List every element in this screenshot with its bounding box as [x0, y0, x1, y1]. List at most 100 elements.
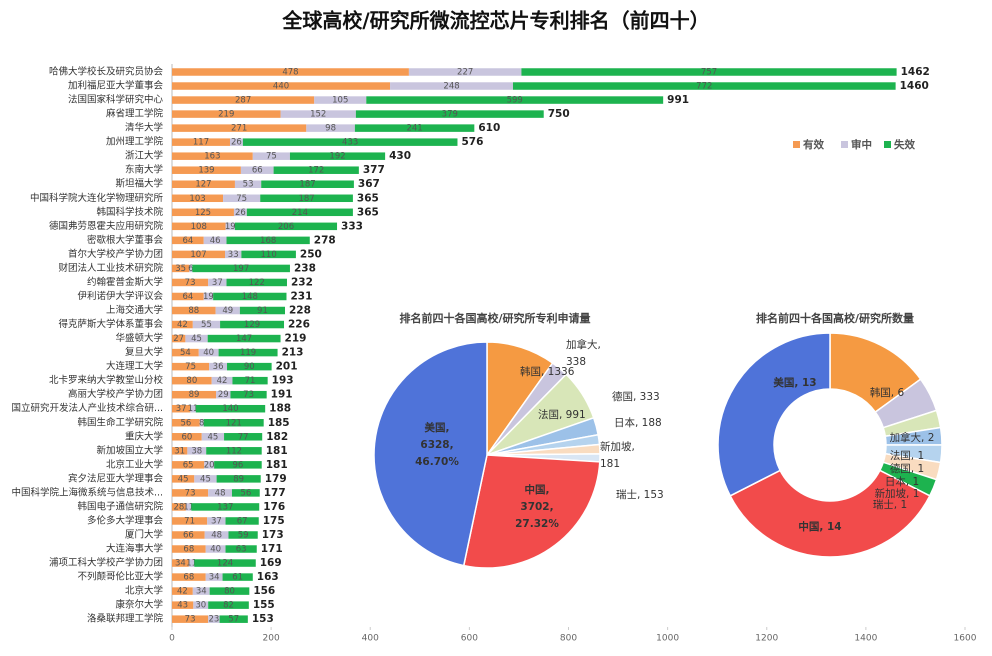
total-label: 171 — [261, 543, 283, 555]
bar-segment — [172, 404, 191, 413]
bar-segment — [190, 404, 196, 413]
segment-label: 42 — [217, 376, 228, 386]
bar-segment — [208, 278, 227, 287]
segment-label: 49 — [222, 306, 233, 316]
slice-label: 瑞士, 153 — [616, 488, 664, 501]
category-label: 复旦大学 — [125, 346, 163, 358]
slice-label: 法国, 991 — [538, 408, 586, 421]
segment-label: 137 — [217, 502, 233, 512]
slice-label: 新加坡, — [600, 440, 635, 453]
category-label: 韩国生命工学研究院 — [77, 416, 163, 428]
bar-segment — [241, 250, 296, 259]
x-tick-label: 0 — [169, 634, 175, 644]
category-label: 加利福尼亚大学董事会 — [68, 80, 164, 92]
segment-label: 139 — [198, 166, 214, 176]
legend-swatch — [841, 141, 848, 148]
bar-segment — [172, 573, 206, 581]
segment-label: 105 — [332, 96, 348, 106]
segment-label: 91 — [257, 306, 268, 316]
x-tick-label: 1400 — [854, 634, 877, 644]
slice-label: 日本, 1 — [885, 475, 919, 488]
bar-segment — [172, 376, 212, 385]
segment-label: 11 — [183, 502, 194, 512]
bar-segment — [192, 587, 210, 595]
segment-label: 45 — [178, 474, 189, 484]
category-label: 大连海事大学 — [106, 543, 163, 555]
total-label: 228 — [289, 305, 311, 317]
total-label: 182 — [266, 431, 288, 443]
segment-label: 75 — [185, 362, 196, 372]
slice-label: 46.70% — [415, 456, 459, 468]
segment-label: 197 — [233, 264, 249, 274]
slice-label: 日本, 188 — [614, 416, 662, 429]
segment-label: 34 — [175, 559, 186, 569]
category-label: 韩国电子通信研究院 — [77, 500, 163, 512]
legend-swatch — [884, 141, 891, 148]
bar-segment — [172, 82, 391, 90]
slice-label: 中国, 14 — [798, 520, 841, 533]
total-label: 226 — [288, 319, 310, 331]
bar-segment — [172, 362, 210, 371]
slice-label: 德国, 1 — [890, 462, 924, 475]
slice-label: 181 — [600, 458, 620, 470]
total-label: 176 — [263, 501, 285, 513]
category-label: 德国弗劳恩霍夫应用研究院 — [49, 220, 164, 232]
total-label: 365 — [357, 192, 379, 204]
total-label: 1462 — [901, 66, 930, 78]
segment-label: 35 — [175, 264, 186, 274]
bar-segment — [408, 68, 522, 76]
total-label: 365 — [357, 206, 379, 218]
segment-label: 73 — [185, 278, 196, 288]
segment-label: 124 — [217, 559, 233, 569]
total-label: 377 — [363, 164, 385, 176]
bar-segment — [216, 390, 231, 399]
segment-label: 433 — [342, 138, 358, 148]
bar-segment — [214, 461, 262, 469]
total-label: 185 — [268, 417, 290, 429]
bar-segment — [209, 587, 250, 595]
slice-label: 法国, 1 — [890, 449, 924, 462]
category-label: 不列颠哥伦比亚大学 — [77, 571, 163, 583]
bar-segment — [172, 390, 217, 399]
segment-label: 40 — [210, 545, 221, 555]
total-label: 1460 — [900, 80, 929, 92]
bar-segment — [189, 264, 193, 273]
bar-segment — [198, 348, 219, 357]
total-label: 155 — [253, 599, 275, 611]
total-label: 181 — [266, 459, 288, 471]
segment-label: 206 — [278, 222, 294, 232]
segment-label: 163 — [204, 152, 220, 162]
category-label: 中国科学院上海微系统与信息技术... — [11, 486, 163, 498]
segment-label: 140 — [222, 404, 238, 414]
segment-label: 82 — [223, 601, 234, 611]
bar-segment — [207, 334, 281, 343]
bar-segment — [205, 573, 223, 581]
bar-segment — [225, 545, 257, 553]
total-label: 179 — [265, 473, 287, 485]
bar-segment — [172, 264, 190, 273]
bar-segment — [306, 124, 355, 132]
segment-label: 38 — [191, 446, 202, 456]
total-label: 367 — [358, 178, 380, 190]
bar-segment — [224, 433, 263, 441]
bar-segment — [172, 208, 234, 217]
category-label: 厦门大学 — [125, 528, 163, 540]
bar-segment — [172, 419, 200, 427]
bar-segment — [219, 615, 248, 623]
bar-segment — [172, 601, 194, 609]
slice — [717, 332, 831, 497]
segment-label: 64 — [182, 292, 193, 302]
legend-label: 审中 — [851, 138, 872, 151]
segment-label: 43 — [177, 601, 188, 611]
category-label: 哈佛大学校长及研究员协会 — [49, 66, 164, 78]
segment-label: 64 — [182, 236, 193, 246]
category-label: 北卡罗来纳大学教堂山分校 — [49, 374, 164, 386]
category-label: 华盛顿大学 — [115, 332, 163, 344]
segment-label: 26 — [235, 208, 246, 218]
bar-segment — [203, 236, 227, 245]
bar-segment — [172, 180, 235, 188]
bar-segment — [188, 559, 195, 567]
category-label: 上海交通大学 — [106, 304, 163, 316]
category-label: 密歇根大学董事会 — [87, 234, 164, 246]
bar-segment — [172, 559, 189, 567]
